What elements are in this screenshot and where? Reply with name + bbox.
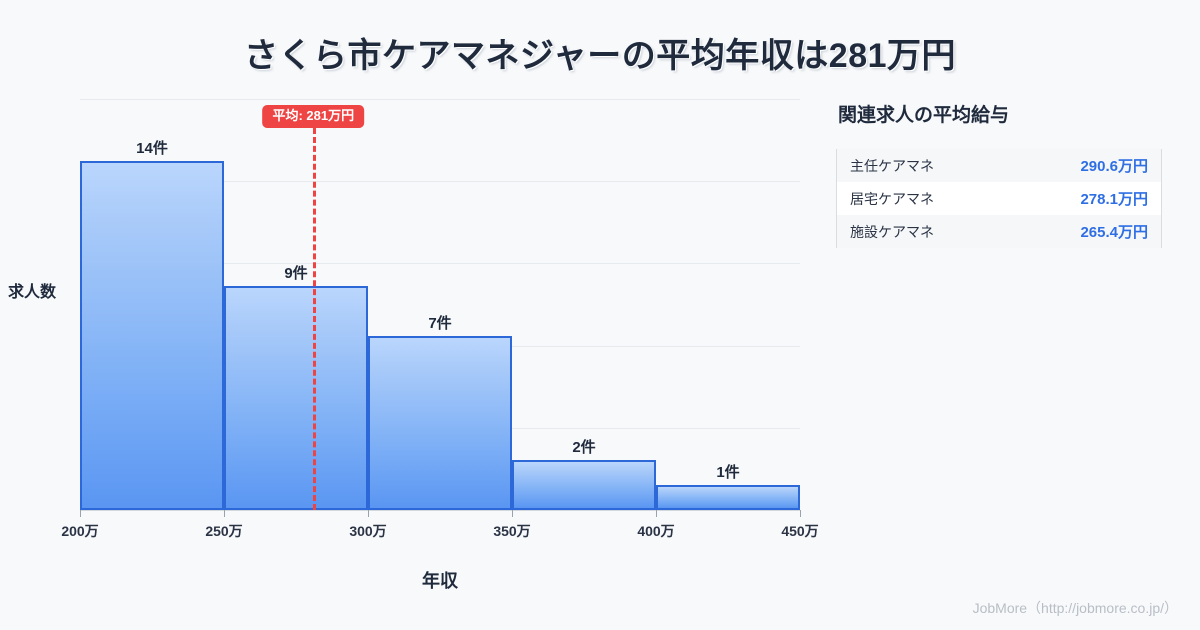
related-salary-panel: 関連求人の平均給与 主任ケアマネ 290.6万円居宅ケアマネ 278.1万円施設ケア… xyxy=(836,100,1166,248)
x-axis-line xyxy=(80,510,800,511)
gridline xyxy=(80,263,800,265)
salary-row-value: 278.1万円 xyxy=(1080,191,1148,208)
bar xyxy=(80,161,224,510)
x-tick xyxy=(512,510,513,517)
table-row: 居宅ケアマネ 278.1万円 xyxy=(837,182,1161,215)
bar-value-label: 2件 xyxy=(572,439,596,457)
histogram-chart: 14件 9件 7件 2件 1件 200万 250万 300万 350万 400万 450万 求人数… xyxy=(8,99,819,591)
table-row: 主任ケアマネ 290.6万円 xyxy=(837,149,1161,182)
gridline xyxy=(80,99,800,100)
bar xyxy=(368,335,512,510)
x-axis-title: 年収 xyxy=(422,571,458,591)
average-badge: 平均: 281万円 xyxy=(262,105,365,129)
bar-value-label: 14件 xyxy=(136,140,168,158)
y-axis-title: 求人数 xyxy=(8,284,57,301)
average-line xyxy=(313,128,317,510)
x-tick-label: 300万 xyxy=(349,523,387,539)
bar xyxy=(512,460,656,510)
page-title: さくら市ケアマネジャーの平均年収は281万円 xyxy=(243,37,957,75)
bar-value-label: 9件 xyxy=(284,264,308,282)
watermark-footer: JobMore（http://jobmore.co.jp/） xyxy=(972,600,1178,616)
bar-value-label: 7件 xyxy=(428,314,452,332)
salary-row-value: 265.4万円 xyxy=(1080,224,1148,241)
salary-table: 主任ケアマネ 290.6万円居宅ケアマネ 278.1万円施設ケアマネ 265.4万円 xyxy=(836,149,1162,248)
bar-value-label: 1件 xyxy=(716,464,740,482)
salary-row-label: 居宅ケアマネ xyxy=(850,190,934,207)
x-tick xyxy=(368,510,369,517)
x-tick-label: 450万 xyxy=(781,523,819,539)
salary-row-label: 主任ケアマネ xyxy=(850,157,934,174)
x-tick-label: 250万 xyxy=(205,523,243,539)
bar xyxy=(224,285,368,510)
x-tick xyxy=(656,510,657,517)
salary-row-label: 施設ケアマネ xyxy=(850,223,934,240)
x-tick xyxy=(80,510,81,517)
table-row: 施設ケアマネ 265.4万円 xyxy=(837,215,1161,248)
panel-heading: 関連求人の平均給与 xyxy=(838,105,1010,126)
x-tick xyxy=(224,510,225,517)
salary-row-value: 290.6万円 xyxy=(1080,158,1148,175)
x-tick-label: 350万 xyxy=(493,523,531,539)
x-tick xyxy=(800,510,801,517)
x-tick-label: 200万 xyxy=(61,523,99,539)
x-tick-label: 400万 xyxy=(637,523,675,539)
bar xyxy=(656,485,800,510)
gridline xyxy=(80,181,800,183)
